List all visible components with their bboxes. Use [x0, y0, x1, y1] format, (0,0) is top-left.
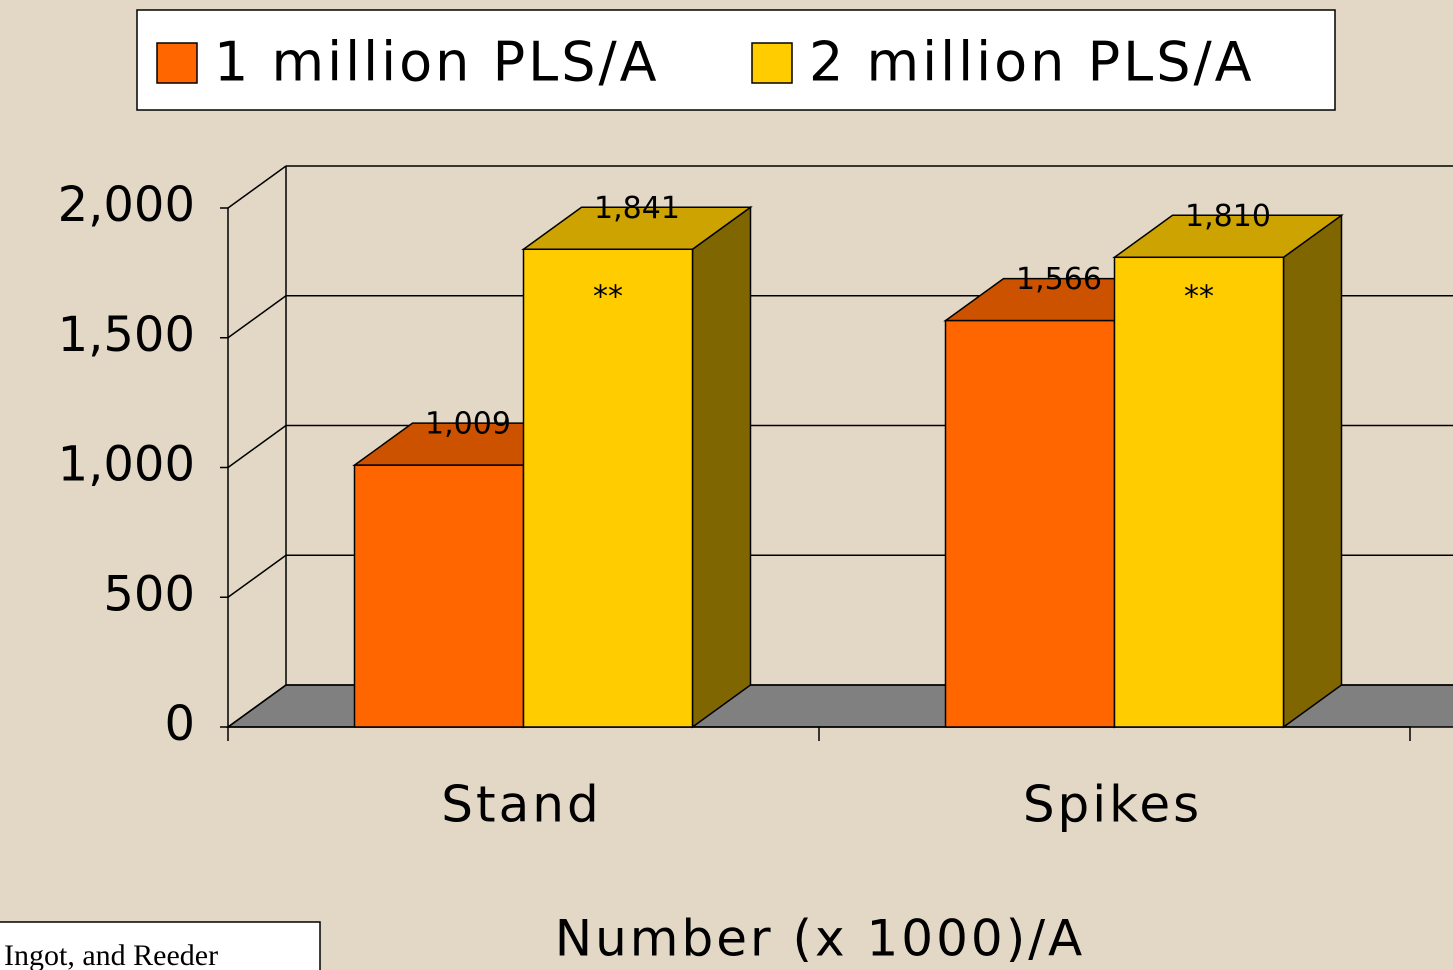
y-tick-label: 0	[164, 696, 195, 752]
grid-line	[227, 424, 287, 469]
bar	[944, 319, 1116, 728]
x-axis-title: Number (x 1000)/A	[555, 910, 1086, 968]
bar	[1113, 256, 1285, 728]
source-text: Ingot, and Reeder	[4, 939, 218, 970]
legend-label: 2 million PLS/A	[809, 31, 1255, 94]
grid-line	[227, 165, 287, 209]
value-label: 1,566	[1016, 262, 1102, 297]
grid-line	[227, 554, 287, 598]
bar-side	[691, 205, 752, 729]
value-label: 1,841	[594, 191, 680, 226]
bar-side	[1282, 213, 1343, 729]
x-tick-label: Spikes	[1023, 776, 1202, 834]
legend-label: 1 million PLS/A	[214, 31, 660, 94]
y-tick-label: 1,500	[58, 307, 195, 363]
y-tick-label: 1,000	[58, 437, 195, 493]
bar	[353, 464, 525, 728]
legend-box	[136, 9, 1336, 111]
y-tick-label: 2,000	[58, 177, 195, 233]
bar	[522, 248, 694, 728]
legend-swatch	[156, 42, 198, 84]
grid-line	[227, 295, 287, 339]
value-label: 1,009	[425, 407, 511, 442]
source-box	[0, 921, 321, 970]
annotation: **	[1184, 280, 1214, 315]
y-tick-label: 500	[103, 566, 195, 622]
legend-swatch	[751, 42, 793, 84]
x-tick-label: Stand	[441, 776, 601, 834]
value-label: 1,810	[1185, 199, 1271, 234]
annotation: **	[593, 280, 623, 315]
grid-line	[227, 684, 287, 728]
